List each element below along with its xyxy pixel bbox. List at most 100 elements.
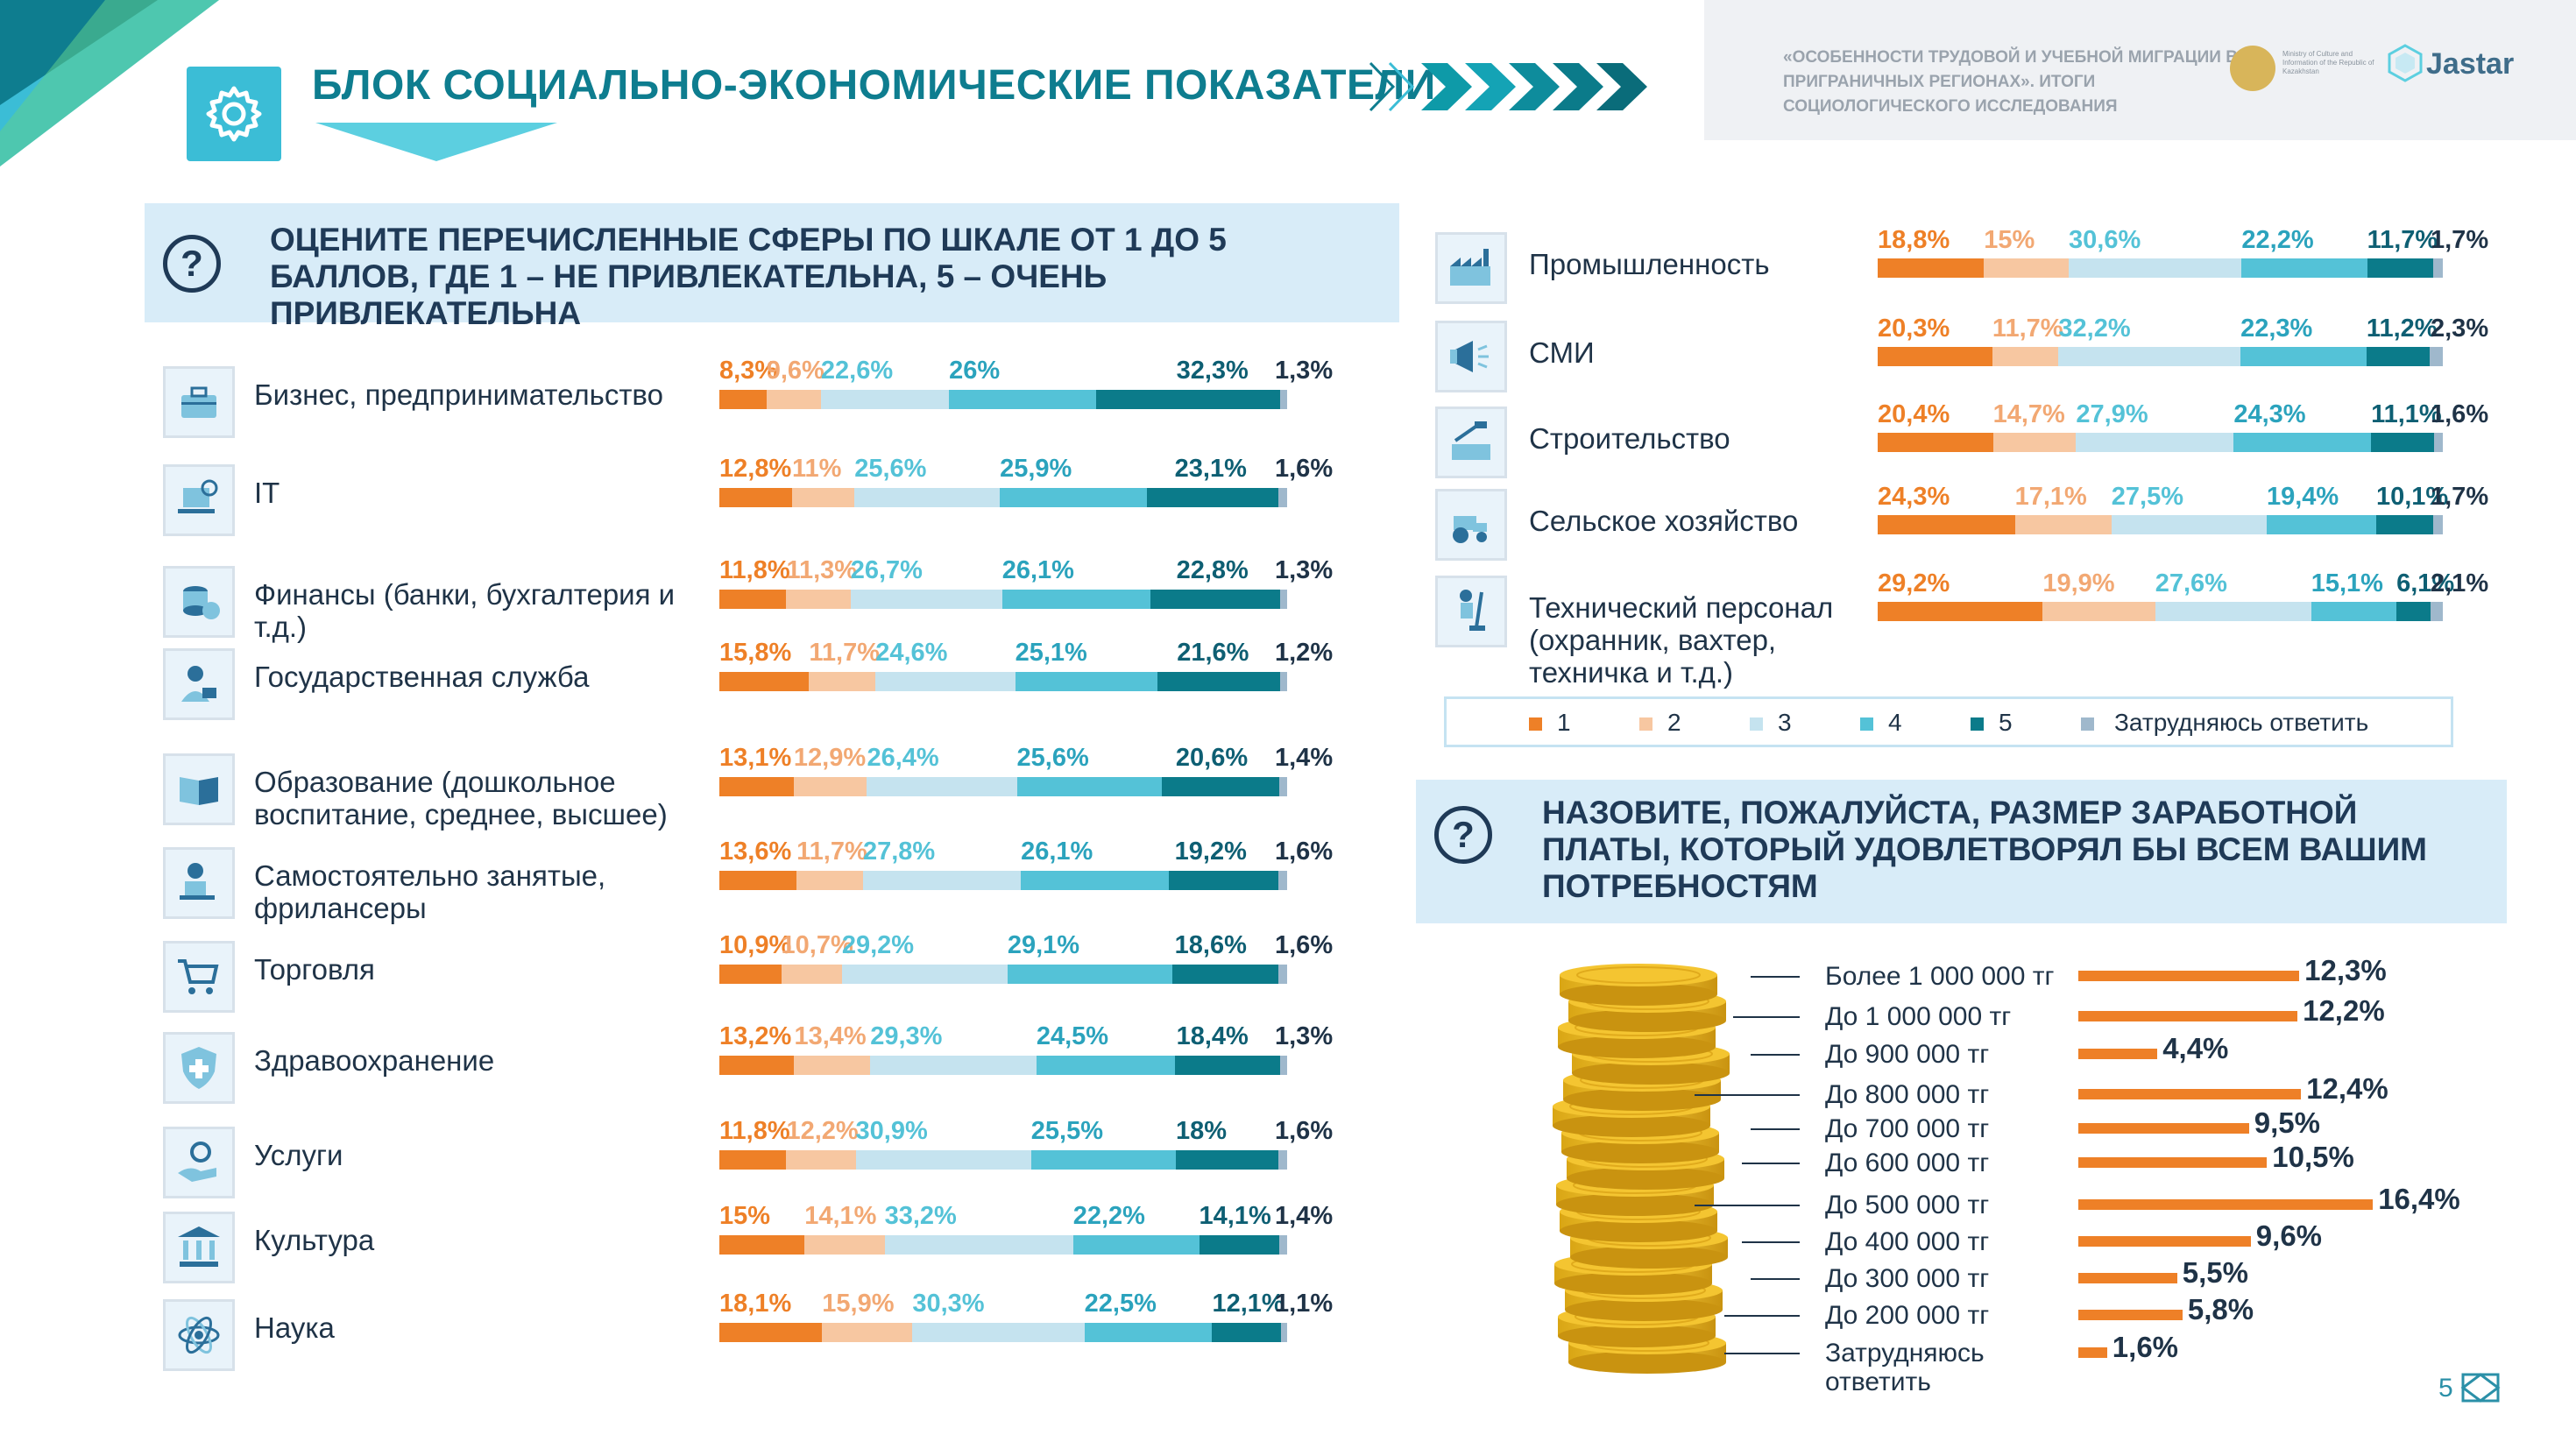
value-label-1: 13,1% bbox=[719, 744, 792, 772]
question-icon: ? bbox=[163, 235, 221, 293]
value-label-4: 22,2% bbox=[2241, 226, 2314, 254]
value-label-1: 11,8% bbox=[719, 1117, 790, 1145]
bar-segment-1 bbox=[719, 590, 787, 609]
value-label-1: 15,8% bbox=[719, 639, 792, 667]
value-label-5: 10,1% bbox=[2375, 483, 2449, 511]
page-title: БЛОК СОЦИАЛЬНО-ЭКОНОМИЧЕСКИЕ ПОКАЗАТЕЛИ bbox=[312, 62, 1436, 109]
bar-segment-1 bbox=[719, 1056, 795, 1075]
bar-segment-1 bbox=[719, 1323, 823, 1342]
sphere-label: Культура bbox=[254, 1224, 375, 1256]
value-label-3: 27,9% bbox=[2076, 400, 2148, 428]
question-1-banner: ? ОЦЕНИТЕ ПЕРЕЧИСЛЕННЫЕ СФЕРЫ ПО ШКАЛЕ О… bbox=[145, 203, 1399, 331]
service-hand-icon-glyph bbox=[178, 1142, 216, 1182]
sphere-label: IT bbox=[254, 477, 280, 509]
leader-line bbox=[1742, 1163, 1800, 1164]
book-icon-glyph bbox=[180, 777, 218, 805]
value-label-4: 19,4% bbox=[2266, 483, 2339, 511]
value-label-1: 29,2% bbox=[1878, 569, 1950, 597]
bar-segment-5 bbox=[1162, 777, 1279, 796]
salary-value-label: 5,8% bbox=[2187, 1293, 2254, 1325]
value-label-3: 32,2% bbox=[2058, 315, 2131, 343]
leader-line bbox=[1751, 1278, 1800, 1280]
bar-segment-2 bbox=[1984, 258, 2069, 278]
bar-segment-4 bbox=[1036, 1056, 1176, 1075]
sphere-label: Торговля bbox=[254, 953, 375, 986]
value-label-5: 22,8% bbox=[1176, 556, 1249, 584]
coin-stack-illustration bbox=[1553, 964, 1730, 1374]
salary-value-label: 9,5% bbox=[2254, 1106, 2320, 1139]
value-label-5: 12,1% bbox=[1212, 1290, 1284, 1318]
salary-value-label: 12,3% bbox=[2304, 954, 2387, 986]
emblem-caption: Ministry of Culture and Information of t… bbox=[2282, 50, 2374, 75]
value-label-5: 21,6% bbox=[1177, 639, 1249, 667]
value-label-5: 14,1% bbox=[1199, 1202, 1271, 1230]
bar-segment-6 bbox=[2430, 347, 2443, 366]
legend-label-3: 3 bbox=[1778, 709, 1792, 736]
value-label-2: 11,3% bbox=[786, 556, 858, 584]
value-label-2: 11% bbox=[791, 455, 842, 483]
salary-bar bbox=[2078, 1089, 2302, 1099]
value-label-5: 18,4% bbox=[1176, 1022, 1249, 1050]
laptop-gear-icon bbox=[163, 464, 235, 536]
question-1-text: ОЦЕНИТЕ ПЕРЕЧИСЛЕННЫЕ СФЕРЫ ПО ШКАЛЕ ОТ … bbox=[270, 222, 1227, 331]
bar-segment-5 bbox=[2371, 433, 2434, 452]
bar-segment-4 bbox=[1016, 777, 1163, 796]
value-label-4: 24,3% bbox=[2233, 400, 2306, 428]
bar-segment-3 bbox=[850, 590, 1002, 609]
sphere-label: Строительство bbox=[1529, 422, 1730, 455]
value-label-1: 20,3% bbox=[1878, 315, 1950, 343]
freelancer-icon bbox=[163, 847, 235, 919]
bar-segment-6 bbox=[2433, 258, 2443, 278]
cart-icon bbox=[163, 941, 235, 1013]
coins-icon-glyph bbox=[183, 586, 220, 619]
title-underline-arrow bbox=[315, 123, 557, 161]
value-label-2: 14,7% bbox=[1992, 400, 2065, 428]
value-label-3: 25,6% bbox=[854, 455, 927, 483]
salary-value-label: 10,5% bbox=[2272, 1141, 2354, 1173]
bar-segment-4 bbox=[1007, 965, 1173, 984]
book-icon bbox=[163, 753, 235, 825]
value-label-6: 1,6% bbox=[1275, 1117, 1334, 1145]
bar-segment-6 bbox=[1280, 1323, 1287, 1342]
bar-segment-1 bbox=[1878, 347, 1992, 366]
bar-segment-2 bbox=[1992, 433, 2077, 452]
bar-segment-4 bbox=[2241, 258, 2367, 278]
bar-segment-5 bbox=[1172, 965, 1278, 984]
bar-segment-5 bbox=[1169, 871, 1278, 890]
value-label-5: 32,3% bbox=[1176, 357, 1249, 385]
value-label-4: 24,5% bbox=[1036, 1022, 1109, 1050]
bar-segment-2 bbox=[2042, 602, 2155, 621]
legend-swatch-5 bbox=[1971, 717, 1984, 731]
bar-segment-1 bbox=[719, 390, 767, 409]
value-label-3: 33,2% bbox=[884, 1202, 957, 1230]
sphere-label: Государственная служба bbox=[254, 661, 590, 693]
sphere-label: Наука bbox=[254, 1311, 335, 1344]
cleaner-icon bbox=[1435, 576, 1507, 647]
salary-bar bbox=[2078, 1236, 2251, 1247]
bar-segment-5 bbox=[1175, 1056, 1280, 1075]
leader-line bbox=[1751, 976, 1800, 978]
salary-value-label: 1,6% bbox=[2112, 1331, 2179, 1363]
sphere-label: Бизнес, предпринимательство bbox=[254, 378, 663, 411]
tractor-icon bbox=[1435, 489, 1507, 561]
corner-decoration bbox=[0, 0, 219, 166]
legend-label-5: 5 bbox=[1999, 709, 2013, 736]
question-icon: ? bbox=[1434, 806, 1492, 864]
bar-segment-6 bbox=[1279, 590, 1287, 609]
official-icon-glyph bbox=[181, 666, 216, 702]
salary-range-label: До 900 000 тг bbox=[1825, 1040, 1990, 1069]
value-label-2: 9,6% bbox=[766, 357, 824, 385]
legend-swatch-1 bbox=[1529, 717, 1542, 731]
legend-label-1: 1 bbox=[1557, 709, 1571, 736]
sphere-label: СМИ bbox=[1529, 336, 1595, 369]
value-label-3: 26,7% bbox=[850, 556, 923, 584]
bar-segment-3 bbox=[2069, 258, 2242, 278]
museum-icon bbox=[163, 1212, 235, 1283]
bar-segment-4 bbox=[1015, 672, 1158, 691]
question-2-text: НАЗОВИТЕ, ПОЖАЛУЙСТА, РАЗМЕР ЗАРАБОТНОЙ … bbox=[1542, 795, 2428, 904]
value-label-6: 1,6% bbox=[1275, 838, 1334, 866]
value-label-4: 25,1% bbox=[1015, 639, 1087, 667]
sphere-label: Здравоохранение bbox=[254, 1044, 495, 1077]
bar-segment-2 bbox=[822, 1323, 913, 1342]
value-label-2: 15,9% bbox=[822, 1290, 895, 1318]
